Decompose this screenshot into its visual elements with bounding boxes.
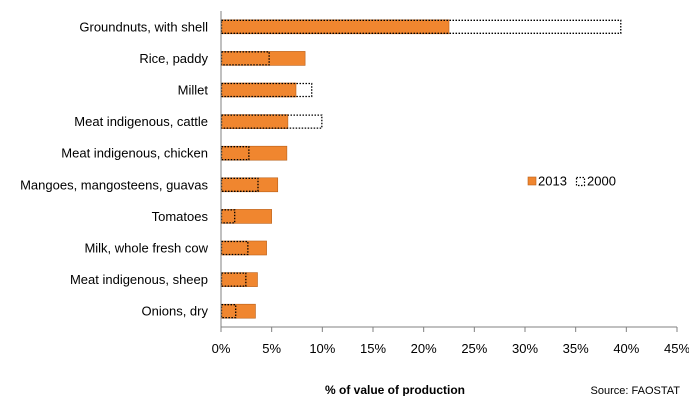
bar-2013 <box>220 303 256 319</box>
category-labels: Groundnuts, with shell Rice, paddy Millet M… <box>20 19 209 318</box>
bar-2000 <box>220 272 247 287</box>
x-tick-label: 40% <box>613 341 639 356</box>
category-label: Meat indigenous, chicken <box>61 146 208 161</box>
bar-2013 <box>220 19 450 35</box>
bar-2000 <box>220 19 622 34</box>
category-label: Millet <box>178 83 209 98</box>
x-tick-label: 0% <box>212 341 231 356</box>
bar-2000 <box>220 146 250 161</box>
legend-label-2013: 2013 <box>538 174 567 189</box>
x-tick-label: 15% <box>360 341 386 356</box>
category-label: Tomatoes <box>152 209 209 224</box>
bar-2013 <box>220 114 289 129</box>
bar-2000 <box>220 82 313 98</box>
x-tick-label: 20% <box>411 341 437 356</box>
bar-2013 <box>220 51 306 66</box>
category-label: Mangoes, mangosteens, guavas <box>20 177 208 192</box>
category-label: Rice, paddy <box>139 51 208 66</box>
legend: 2013 2000 <box>527 174 616 189</box>
category-label: Milk, whole fresh cow <box>84 241 208 256</box>
legend-swatch-2013 <box>527 176 537 186</box>
category-label: Onions, dry <box>142 304 209 319</box>
bar-2013 <box>220 177 279 193</box>
legend-label-2000: 2000 <box>587 174 616 189</box>
bar-2000 <box>220 177 259 192</box>
bar-2013 <box>220 240 267 256</box>
category-label: Groundnuts, with shell <box>79 19 208 34</box>
bar-2013 <box>220 272 258 287</box>
x-tick-label: 35% <box>563 341 589 356</box>
legend-swatch-2000 <box>575 176 586 187</box>
x-axis-title: % of value of production <box>325 383 465 396</box>
source-note: Source: FAOSTAT <box>591 385 681 396</box>
category-label: Meat indigenous, sheep <box>70 272 208 287</box>
x-tick-label: 30% <box>512 341 538 356</box>
x-tick-label: 5% <box>262 341 281 356</box>
bar-2013 <box>220 145 288 161</box>
x-axis-ticks: 0% 5% 10% 15% 20% 25% 30% 35% 40% 45% <box>212 327 689 356</box>
x-tick-label: 10% <box>309 341 335 356</box>
bars <box>220 19 622 319</box>
x-tick-label: 45% <box>664 341 689 356</box>
bar-2013 <box>220 209 272 224</box>
bar-2013 <box>220 82 297 98</box>
category-label: Meat indigenous, cattle <box>74 114 208 129</box>
x-tick-label: 25% <box>461 341 487 356</box>
bar-2000 <box>220 304 237 319</box>
